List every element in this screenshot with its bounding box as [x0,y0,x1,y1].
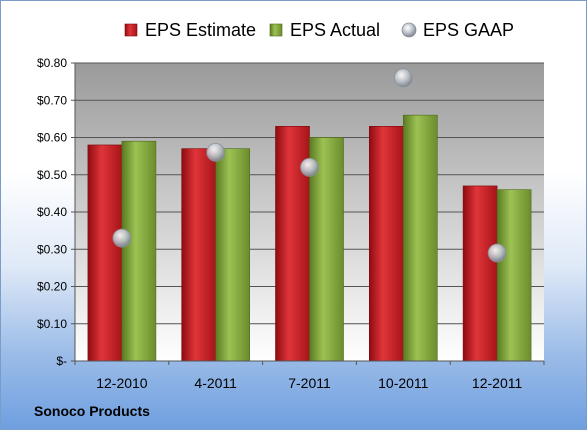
y-tick-label: $0.20 [37,280,67,294]
y-tick-label: $- [56,354,67,368]
y-tick-label: $0.40 [37,205,67,219]
x-tick-label: 4-2011 [194,375,237,391]
x-tick-label: 12-2011 [472,375,523,391]
point-eps-gaap [393,68,413,88]
legend: EPS Estimate EPS Actual EPS GAAP [124,20,514,40]
legend-label: EPS Estimate [145,20,256,40]
bar-eps-estimate [87,144,123,362]
point-eps-gaap [206,142,226,162]
bar-eps-estimate [181,148,216,362]
point-eps-gaap [487,243,507,263]
bar-eps-actual [496,189,532,362]
point-eps-gaap [300,157,319,177]
y-tick-label: $0.70 [37,93,67,107]
y-axis: $- $0.10 $0.20 $0.30 $0.40 $0.50 $0.60 $0.70 $0.… [37,56,76,368]
legend-label: EPS GAAP [423,20,514,40]
legend-label: EPS Actual [290,20,380,40]
bar-eps-actual [402,114,438,362]
x-axis: 12-2010 4-2011 7-2011 10-2011 12-2011 [74,360,545,391]
y-tick-label: $0.10 [37,317,67,331]
point-eps-gaap [112,228,132,248]
bar-eps-estimate [462,185,498,362]
legend-swatch [401,22,417,38]
gaap-points [112,68,507,263]
y-tick-label: $0.30 [37,242,67,256]
x-tick-label: 12-2010 [96,375,148,391]
bar-eps-actual [215,148,250,362]
legend-swatch [124,23,138,37]
y-tick-label: $0.80 [37,56,67,70]
bar-eps-estimate [368,126,404,362]
company-name: Sonoco Products [34,403,150,419]
x-tick-label: 10-2011 [378,375,429,391]
x-tick-label: 7-2011 [288,375,331,391]
y-tick-label: $0.60 [37,131,67,145]
y-tick-label: $0.50 [37,168,67,182]
bar-eps-actual [121,140,157,362]
bars [87,114,532,362]
legend-swatch [269,23,283,37]
